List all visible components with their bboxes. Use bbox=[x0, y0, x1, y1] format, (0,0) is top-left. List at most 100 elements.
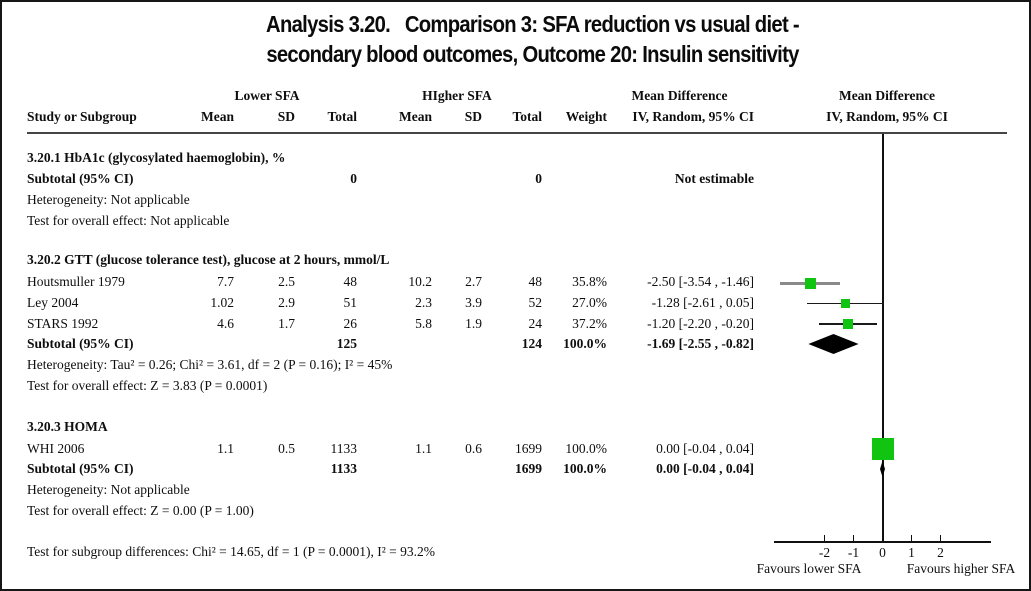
effect-estimate-square bbox=[840, 299, 850, 308]
col-sd-2: SD bbox=[464, 109, 482, 124]
header-mean-difference-1: Mean Difference bbox=[631, 88, 728, 103]
subgroup-differences-row: Test for subgroup differences: Chi² = 14… bbox=[2, 542, 1029, 562]
col-mean-1: Mean bbox=[201, 109, 234, 124]
col-total-1: Total bbox=[327, 109, 357, 124]
subgroup-heading-2: 3.20.2 GTT (glucose tolerance test), glu… bbox=[2, 250, 1029, 270]
study-mean-1: 7.7 bbox=[217, 274, 234, 289]
subtotal-total-1: 1133 bbox=[330, 461, 357, 476]
subtotal-ci: Not estimable bbox=[674, 171, 754, 186]
overall-effect-row-3: Test for overall effect: Z = 0.00 (P = 1… bbox=[2, 501, 1029, 521]
study-sd-2: 0.6 bbox=[465, 441, 482, 456]
subgroup-heading-label: 3.20.1 HbA1c (glycosylated haemoglobin),… bbox=[27, 150, 286, 165]
study-ci: 0.00 [-0.04 , 0.04] bbox=[656, 441, 754, 456]
subtotal-total-2: 0 bbox=[535, 171, 542, 186]
col-mean-2: Mean bbox=[399, 109, 432, 124]
study-weight: 100.0% bbox=[565, 441, 607, 456]
study-sd-1: 2.5 bbox=[278, 274, 295, 289]
study-sd-2: 1.9 bbox=[465, 316, 482, 331]
subtotal-diamond bbox=[880, 461, 885, 477]
subgroup-differences-text: Test for subgroup differences: Chi² = 14… bbox=[27, 544, 436, 559]
effect-estimate-square bbox=[871, 437, 894, 460]
study-mean-2: 5.8 bbox=[415, 316, 432, 331]
study-total-2: 24 bbox=[528, 316, 543, 331]
axis-tick-label: -1 bbox=[847, 545, 860, 560]
header-separator-line bbox=[27, 132, 1007, 134]
study-sd-1: 2.9 bbox=[278, 295, 295, 310]
subtotal-total-2: 124 bbox=[521, 336, 542, 351]
col-weight: Weight bbox=[565, 109, 607, 124]
overall-effect-text: Test for overall effect: Z = 3.83 (P = 0… bbox=[27, 378, 268, 393]
study-mean-1: 4.6 bbox=[217, 316, 234, 331]
header-column-row: Study or Subgroup Mean SD Total Mean SD … bbox=[2, 107, 1029, 127]
heterogeneity-row-3: Heterogeneity: Not applicable bbox=[2, 480, 1029, 500]
subtotal-row-1: Subtotal (95% CI) 0 0 Not estimable bbox=[2, 169, 1029, 189]
study-ci: -2.50 [-3.54 , -1.46] bbox=[647, 274, 754, 289]
study-mean-1: 1.02 bbox=[210, 295, 234, 310]
study-name: WHI 2006 bbox=[27, 441, 85, 456]
subgroup-heading-label: 3.20.3 HOMA bbox=[27, 419, 108, 434]
header-higher-sfa: HIgher SFA bbox=[422, 88, 492, 103]
study-total-1: 48 bbox=[343, 274, 358, 289]
axis-tick-label: -2 bbox=[818, 545, 831, 560]
study-mean-1: 1.1 bbox=[217, 441, 234, 456]
axis-tick bbox=[823, 535, 826, 542]
overall-effect-row-2: Test for overall effect: Z = 3.83 (P = 0… bbox=[2, 376, 1029, 396]
subtotal-total-1: 125 bbox=[336, 336, 357, 351]
study-name: Houtsmuller 1979 bbox=[27, 274, 125, 289]
study-total-2: 48 bbox=[528, 274, 543, 289]
heterogeneity-text: Heterogeneity: Tau² = 0.26; Chi² = 3.61,… bbox=[27, 357, 393, 372]
study-total-1: 26 bbox=[343, 316, 358, 331]
col-ci-text: IV, Random, 95% CI bbox=[632, 109, 754, 124]
axis-tick bbox=[939, 535, 942, 542]
col-sd-1: SD bbox=[277, 109, 295, 124]
axis-tick bbox=[852, 535, 855, 542]
subtotal-diamond bbox=[808, 334, 859, 354]
effect-estimate-square bbox=[804, 277, 816, 289]
header-group-row: Lower SFA HIgher SFA Mean Difference Mea… bbox=[2, 86, 1029, 106]
study-row-stars-1992: STARS 1992 4.6 1.7 26 5.8 1.9 24 37.2% -… bbox=[2, 314, 1029, 334]
subtotal-label: Subtotal (95% CI) bbox=[27, 461, 134, 476]
header-mean-difference-2: Mean Difference bbox=[838, 88, 936, 103]
study-sd-2: 2.7 bbox=[465, 274, 482, 289]
axis-tick-label: 0 bbox=[879, 545, 886, 560]
study-mean-2: 10.2 bbox=[408, 274, 432, 289]
favours-right-label: Favours higher SFA bbox=[906, 561, 1016, 576]
axis-tick bbox=[881, 535, 884, 542]
favours-left-label: Favours lower SFA bbox=[756, 561, 862, 576]
study-name: Ley 2004 bbox=[27, 295, 79, 310]
study-total-2: 52 bbox=[528, 295, 543, 310]
zero-effect-line bbox=[882, 134, 884, 542]
study-sd-2: 3.9 bbox=[465, 295, 482, 310]
subtotal-total-1: 0 bbox=[350, 171, 357, 186]
study-name: STARS 1992 bbox=[27, 316, 99, 331]
overall-effect-text: Test for overall effect: Z = 0.00 (P = 1… bbox=[27, 503, 254, 518]
figure-title-line1: Analysis 3.20. Comparison 3: SFA reducti… bbox=[266, 11, 800, 37]
heterogeneity-row-1: Heterogeneity: Not applicable bbox=[2, 190, 1029, 210]
subtotal-ci: 0.00 [-0.04 , 0.04] bbox=[656, 461, 754, 476]
axis-tick-label: 1 bbox=[908, 545, 915, 560]
axis-tick bbox=[910, 535, 913, 542]
subtotal-total-2: 1699 bbox=[515, 461, 542, 476]
col-total-2: Total bbox=[512, 109, 542, 124]
study-ci: -1.28 [-2.61 , 0.05] bbox=[651, 295, 754, 310]
study-total-1: 1133 bbox=[330, 441, 358, 456]
figure-title: Analysis 3.20. Comparison 3: SFA reducti… bbox=[92, 9, 973, 69]
subgroup-heading-3: 3.20.3 HOMA bbox=[2, 417, 1029, 437]
study-total-1: 51 bbox=[343, 295, 358, 310]
subtotal-ci: -1.69 [-2.55 , -0.82] bbox=[647, 336, 754, 351]
study-sd-1: 0.5 bbox=[278, 441, 295, 456]
header-lower-sfa: Lower SFA bbox=[234, 88, 300, 103]
subgroup-heading-label: 3.20.2 GTT (glucose tolerance test), glu… bbox=[27, 252, 390, 267]
study-sd-1: 1.7 bbox=[278, 316, 295, 331]
study-row-ley-2004: Ley 2004 1.02 2.9 51 2.3 3.9 52 27.0% -1… bbox=[2, 293, 1029, 313]
study-mean-2: 1.1 bbox=[415, 441, 432, 456]
subtotal-weight: 100.0% bbox=[563, 336, 607, 351]
study-weight: 27.0% bbox=[572, 295, 607, 310]
figure-title-line2: secondary blood outcomes, Outcome 20: In… bbox=[266, 41, 799, 67]
subtotal-label: Subtotal (95% CI) bbox=[27, 336, 134, 351]
col-ci-plot: IV, Random, 95% CI bbox=[826, 109, 948, 124]
subtotal-weight: 100.0% bbox=[563, 461, 607, 476]
study-ci: -1.20 [-2.20 , -0.20] bbox=[647, 316, 754, 331]
study-row-whi-2006: WHI 2006 1.1 0.5 1133 1.1 0.6 1699 100.0… bbox=[2, 439, 1029, 459]
